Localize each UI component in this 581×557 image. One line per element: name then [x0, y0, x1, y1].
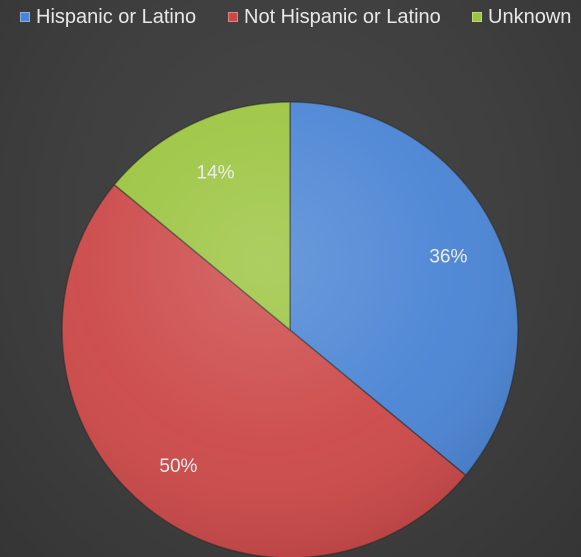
legend-swatch-not-hispanic-or-latino	[228, 12, 238, 22]
legend-label-hispanic-or-latino: Hispanic or Latino	[36, 6, 197, 28]
legend-label-unknown: Unknown	[488, 6, 572, 28]
data-label-hispanic-or-latino: 36%	[429, 246, 467, 267]
data-label-not-hispanic-or-latino: 50%	[159, 456, 197, 477]
legend-item-not-hispanic-or-latino: Not Hispanic or Latino	[228, 4, 441, 30]
legend-item-hispanic-or-latino: Hispanic or Latino	[20, 4, 196, 30]
legend: Hispanic or Latino Not Hispanic or Latin…	[0, 4, 581, 30]
legend-swatch-unknown	[472, 12, 482, 22]
data-label-unknown: 14%	[196, 163, 234, 184]
legend-swatch-hispanic-or-latino	[20, 12, 30, 22]
legend-item-unknown: Unknown	[472, 4, 571, 30]
legend-label-not-hispanic-or-latino: Not Hispanic or Latino	[244, 6, 441, 28]
